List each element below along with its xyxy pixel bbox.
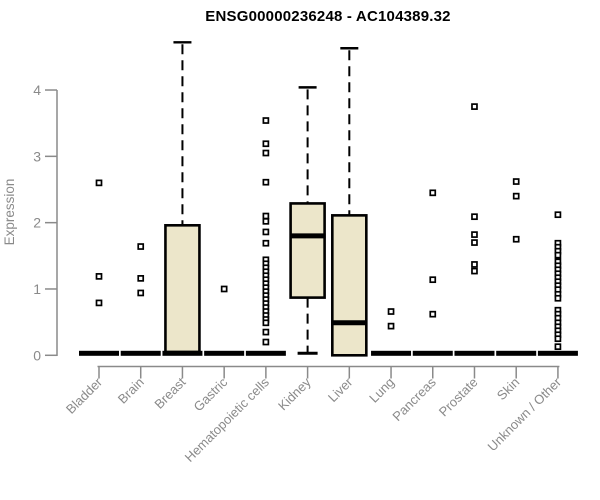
outlier-point-lung — [387, 322, 395, 330]
outlier-point-prostate — [471, 231, 478, 238]
zero-bar-bladder — [79, 350, 119, 356]
outlier-point-lung — [387, 308, 395, 315]
y-axis-title: Expression — [2, 179, 17, 246]
outlier-point-hematopoietic-cells — [262, 178, 270, 186]
outlier-point-hematopoietic-cells — [262, 212, 270, 220]
outlier-point-prostate — [471, 213, 478, 221]
y-tick-label-3: 3 — [33, 148, 41, 164]
outlier-point-brain — [137, 243, 145, 250]
outlier-point-hematopoietic-cells — [262, 149, 270, 157]
outlier-point-skin — [512, 178, 520, 185]
outlier-point-hematopoietic-cells — [262, 239, 270, 247]
outlier-point-prostate — [471, 103, 478, 110]
outlier-point-unknown-other — [554, 251, 562, 259]
x-tick-label-kidney: Kidney — [275, 374, 314, 413]
outlier-point-hematopoietic-cells — [262, 319, 270, 327]
zero-bar-hematopoietic-cells — [245, 350, 286, 356]
outlier-point-hematopoietic-cells — [262, 338, 270, 346]
outlier-point-skin — [512, 192, 520, 200]
zero-bar-lung — [371, 350, 412, 356]
x-tick-label-brain: Brain — [115, 375, 147, 407]
x-tick-label-prostate: Prostate — [436, 375, 481, 420]
outlier-point-bladder — [95, 273, 103, 280]
y-tick-label-4: 4 — [33, 82, 41, 98]
outlier-point-hematopoietic-cells — [262, 117, 270, 124]
x-tick-label-bladder: Bladder — [63, 374, 106, 417]
chart-title: ENSG00000236248 - AC104389.32 — [205, 8, 451, 25]
outlier-point-unknown-other — [554, 343, 562, 351]
outlier-point-bladder — [95, 299, 103, 307]
outlier-point-brain — [137, 275, 145, 282]
zero-bar-unknown-other — [537, 350, 578, 356]
outlier-point-hematopoietic-cells — [262, 328, 270, 336]
zero-bar-brain — [120, 350, 161, 356]
outlier-point-prostate — [471, 261, 478, 268]
outlier-point-prostate — [471, 267, 478, 275]
zero-bar-prostate — [454, 350, 495, 356]
box-liver — [331, 214, 368, 357]
y-tick-label-0: 0 — [33, 347, 41, 363]
median-breast — [162, 350, 203, 356]
outlier-point-pancreas — [429, 189, 437, 197]
x-tick-label-liver: Liver — [325, 374, 356, 405]
y-tick-label-1: 1 — [33, 281, 41, 297]
zero-bar-skin — [496, 350, 537, 356]
x-tick-label-skin: Skin — [494, 375, 522, 403]
outlier-point-hematopoietic-cells — [262, 140, 270, 148]
x-tick-label-pancreas: Pancreas — [389, 374, 439, 424]
x-tick-label-breast: Breast — [151, 374, 188, 411]
zero-bar-pancreas — [412, 350, 453, 356]
outlier-point-pancreas — [429, 276, 437, 284]
outlier-point-unknown-other — [554, 211, 562, 219]
box-breast — [164, 224, 201, 354]
outlier-point-gastric — [220, 285, 228, 293]
outlier-point-unknown-other — [554, 294, 562, 302]
y-tick-label-2: 2 — [33, 215, 41, 231]
outlier-point-unknown-other — [554, 335, 562, 343]
x-tick-label-unknown-other: Unknown / Other — [484, 374, 564, 454]
x-tick-label-gastric: Gastric — [191, 374, 231, 414]
outlier-point-hematopoietic-cells — [262, 217, 270, 225]
outlier-point-skin — [512, 235, 520, 243]
outlier-point-prostate — [471, 239, 478, 246]
box-kidney — [289, 202, 326, 299]
zero-bar-gastric — [204, 350, 245, 356]
outlier-point-bladder — [95, 179, 103, 187]
outlier-point-hematopoietic-cells — [262, 228, 270, 236]
outlier-point-brain — [137, 289, 145, 297]
x-tick-label-lung: Lung — [366, 375, 397, 406]
outlier-point-pancreas — [429, 310, 437, 318]
